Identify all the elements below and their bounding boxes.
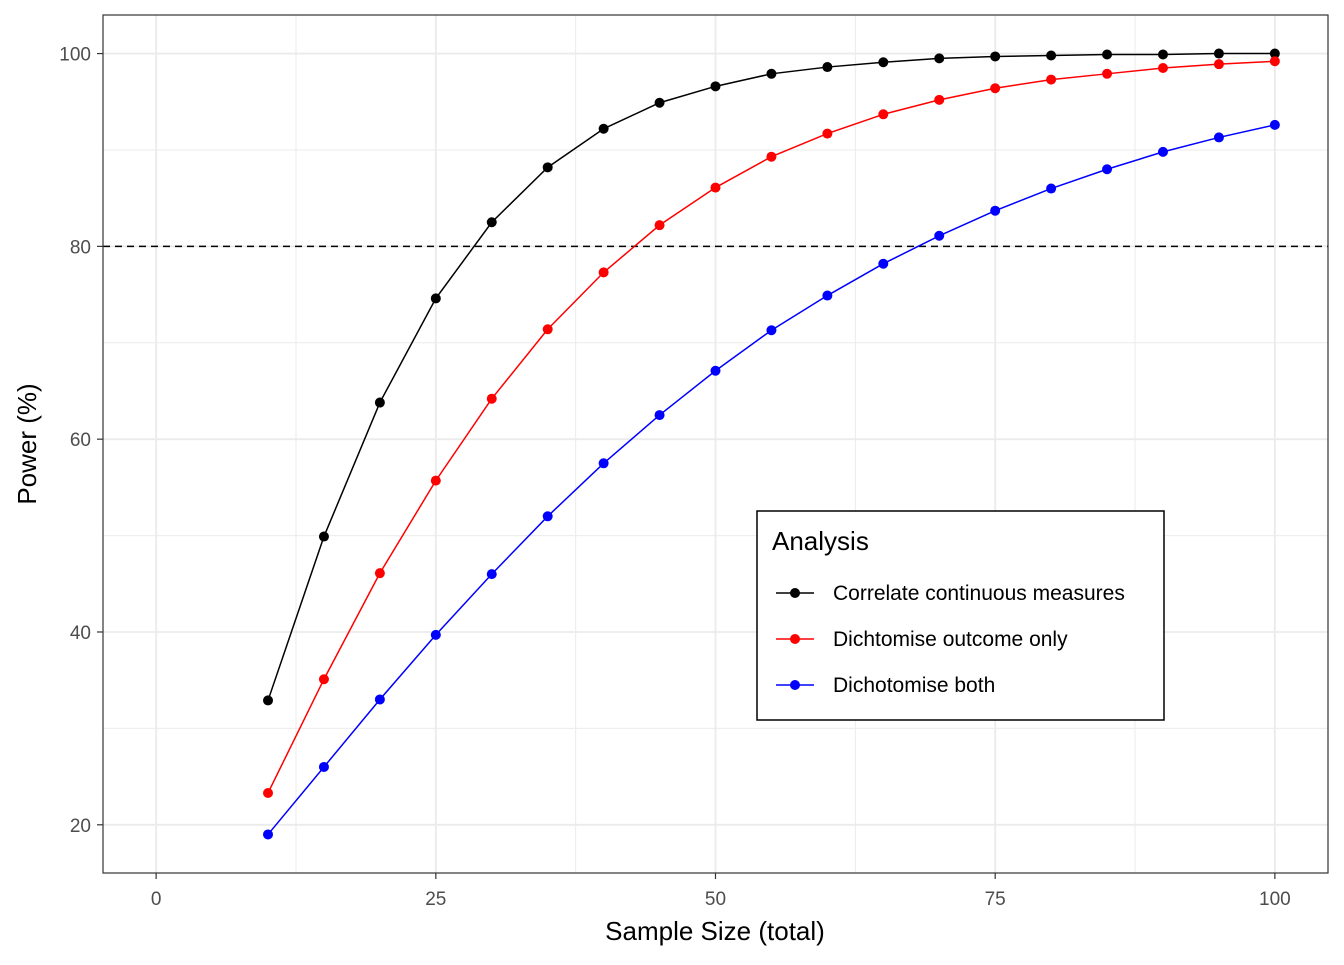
y-tick-label: 40 (70, 623, 91, 644)
y-tick-label: 100 (59, 45, 91, 66)
data-point (710, 365, 721, 376)
data-point (318, 674, 329, 685)
x-tick-label: 100 (1259, 889, 1291, 910)
data-point (263, 787, 274, 798)
data-point (934, 230, 945, 241)
data-point (430, 629, 441, 640)
data-point (1046, 50, 1057, 61)
legend-item: Correlate continuous measures (776, 582, 1125, 605)
data-point (654, 410, 665, 421)
legend-key-point (790, 680, 800, 690)
data-point (542, 511, 553, 522)
data-point (1213, 59, 1224, 70)
data-point (1157, 63, 1168, 74)
legend-box (756, 510, 1165, 721)
data-series-group (263, 48, 1280, 840)
x-tick-label: 25 (425, 889, 446, 910)
y-tick-label: 80 (70, 237, 91, 258)
data-point (598, 267, 609, 278)
data-point (1157, 49, 1168, 60)
data-point (878, 258, 889, 269)
data-point (318, 531, 329, 542)
data-point (318, 761, 329, 772)
data-point (1102, 164, 1113, 175)
legend-item: Dichtomise outcome only (776, 628, 1068, 651)
data-point (710, 182, 721, 193)
data-point (1102, 49, 1113, 60)
data-point (822, 128, 833, 139)
legend-label: Dichtomise outcome only (833, 628, 1068, 651)
data-point (766, 68, 777, 79)
data-point (374, 568, 385, 579)
data-point (1102, 68, 1113, 79)
data-point (486, 569, 497, 580)
legend-label: Correlate continuous measures (833, 582, 1125, 605)
data-point (766, 151, 777, 162)
data-point (990, 83, 1001, 94)
legend-key-point (790, 634, 800, 644)
data-point (374, 694, 385, 705)
axes-group: 0 25 50 75 100 20 40 60 80 100 (59, 45, 1290, 910)
data-point (1213, 132, 1224, 143)
data-point (430, 475, 441, 486)
legend-item: Dichotomise both (776, 674, 995, 697)
data-point (822, 290, 833, 301)
data-point (1213, 48, 1224, 59)
data-point (654, 220, 665, 231)
y-axis-title: Power (%) (12, 383, 42, 504)
data-point (486, 393, 497, 404)
data-point (934, 53, 945, 64)
data-point (990, 51, 1001, 62)
data-point (430, 293, 441, 304)
data-point (263, 695, 274, 706)
data-point (1269, 119, 1280, 130)
legend-items: Correlate continuous measures Dichtomise … (776, 582, 1125, 697)
data-point (1269, 56, 1280, 67)
data-point (990, 205, 1001, 216)
x-axis-title: Sample Size (total) (605, 916, 825, 946)
data-point (710, 81, 721, 92)
x-tick-label: 75 (985, 889, 1006, 910)
legend-label: Dichotomise both (833, 674, 995, 697)
data-point (1046, 183, 1057, 194)
data-point (374, 397, 385, 408)
data-point (766, 325, 777, 336)
legend: Analysis Correlate continuous measures Di… (756, 510, 1165, 721)
x-tick-label: 50 (705, 889, 726, 910)
data-point (934, 94, 945, 105)
legend-title: Analysis (772, 526, 869, 556)
data-point (542, 162, 553, 173)
data-point (878, 57, 889, 68)
data-point (1157, 146, 1168, 157)
data-point (598, 458, 609, 469)
data-point (486, 217, 497, 228)
data-point (598, 123, 609, 134)
data-point (542, 324, 553, 335)
legend-key-point (790, 588, 800, 598)
series-1 (263, 48, 1280, 706)
data-point (878, 109, 889, 120)
series-3 (263, 119, 1280, 840)
y-tick-label: 20 (70, 816, 91, 837)
y-tick-label: 60 (70, 430, 91, 451)
data-point (1269, 48, 1280, 59)
data-point (263, 829, 274, 840)
data-point (1046, 74, 1057, 85)
data-point (822, 62, 833, 73)
x-tick-label: 0 (151, 889, 162, 910)
series-2 (263, 56, 1280, 798)
data-point (654, 97, 665, 108)
